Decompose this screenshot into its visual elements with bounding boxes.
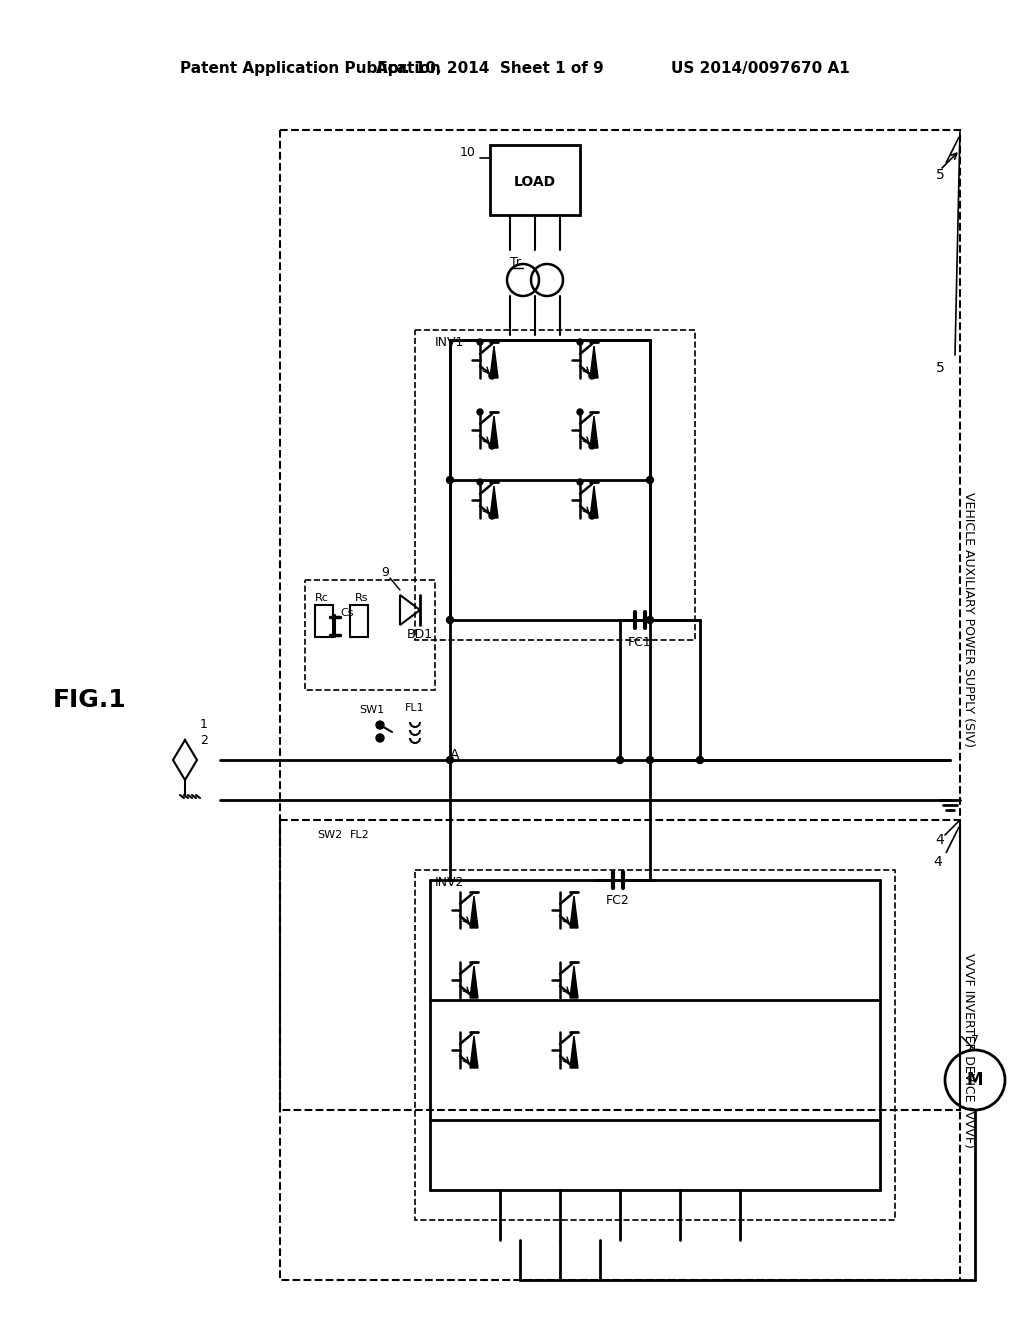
Circle shape <box>477 409 483 414</box>
Circle shape <box>589 513 595 519</box>
Text: 9: 9 <box>381 566 389 579</box>
Text: FC2: FC2 <box>606 894 630 907</box>
Polygon shape <box>490 416 498 447</box>
Bar <box>415 870 895 1220</box>
Text: 7: 7 <box>971 1034 979 1047</box>
Text: LOAD: LOAD <box>514 176 556 189</box>
Circle shape <box>616 756 624 763</box>
Text: SW2: SW2 <box>317 830 343 840</box>
Bar <box>280 820 961 1280</box>
Text: Rs: Rs <box>355 593 369 603</box>
Text: A: A <box>451 748 460 762</box>
Circle shape <box>577 339 583 345</box>
Bar <box>490 145 580 215</box>
Text: FIG.1: FIG.1 <box>53 688 127 711</box>
Text: Apr. 10, 2014  Sheet 1 of 9: Apr. 10, 2014 Sheet 1 of 9 <box>376 61 604 75</box>
Circle shape <box>446 477 454 483</box>
Text: FL1: FL1 <box>406 704 425 713</box>
Text: Tr: Tr <box>510 256 521 268</box>
Circle shape <box>696 756 703 763</box>
Circle shape <box>646 616 653 623</box>
Text: Cs: Cs <box>340 609 353 618</box>
Text: FC1: FC1 <box>628 635 652 648</box>
Circle shape <box>589 444 595 449</box>
Circle shape <box>446 616 454 623</box>
Polygon shape <box>590 346 598 378</box>
Circle shape <box>376 721 384 729</box>
Circle shape <box>646 477 653 483</box>
Polygon shape <box>570 1036 578 1068</box>
Text: Rc: Rc <box>315 593 329 603</box>
Polygon shape <box>590 486 598 517</box>
Text: INV2: INV2 <box>435 875 464 888</box>
Polygon shape <box>590 416 598 447</box>
Polygon shape <box>470 1036 478 1068</box>
Polygon shape <box>570 896 578 928</box>
Polygon shape <box>470 896 478 928</box>
Text: Patent Application Publication: Patent Application Publication <box>180 61 440 75</box>
Polygon shape <box>470 966 478 998</box>
Polygon shape <box>490 346 498 378</box>
Text: 4: 4 <box>934 855 942 869</box>
Text: 4: 4 <box>936 833 944 847</box>
Text: 5: 5 <box>936 168 944 182</box>
Bar <box>315 605 333 638</box>
Bar <box>415 330 695 640</box>
Bar <box>350 605 368 638</box>
Text: SW1: SW1 <box>359 705 385 715</box>
Text: VVVF INVERTER DEVICE (VVVF): VVVF INVERTER DEVICE (VVVF) <box>962 953 975 1147</box>
Circle shape <box>646 756 653 763</box>
Text: BD1: BD1 <box>407 628 433 642</box>
Text: 10: 10 <box>460 145 476 158</box>
Text: 1: 1 <box>200 718 208 731</box>
Circle shape <box>446 756 454 763</box>
Circle shape <box>577 409 583 414</box>
Text: INV1: INV1 <box>435 335 464 348</box>
Text: US 2014/0097670 A1: US 2014/0097670 A1 <box>672 61 850 75</box>
Bar <box>280 129 961 1110</box>
Circle shape <box>489 374 495 379</box>
Text: M: M <box>967 1071 983 1089</box>
Bar <box>305 579 435 690</box>
Text: FL2: FL2 <box>350 830 370 840</box>
Circle shape <box>589 374 595 379</box>
Text: VEHICLE AUXILIARY POWER SUPPLY (SIV): VEHICLE AUXILIARY POWER SUPPLY (SIV) <box>962 492 975 747</box>
Circle shape <box>376 734 384 742</box>
Polygon shape <box>490 486 498 517</box>
Circle shape <box>477 479 483 484</box>
Text: 5: 5 <box>936 360 944 375</box>
Circle shape <box>489 444 495 449</box>
Text: 2: 2 <box>200 734 208 747</box>
Circle shape <box>489 513 495 519</box>
Circle shape <box>477 339 483 345</box>
Circle shape <box>577 479 583 484</box>
Polygon shape <box>570 966 578 998</box>
